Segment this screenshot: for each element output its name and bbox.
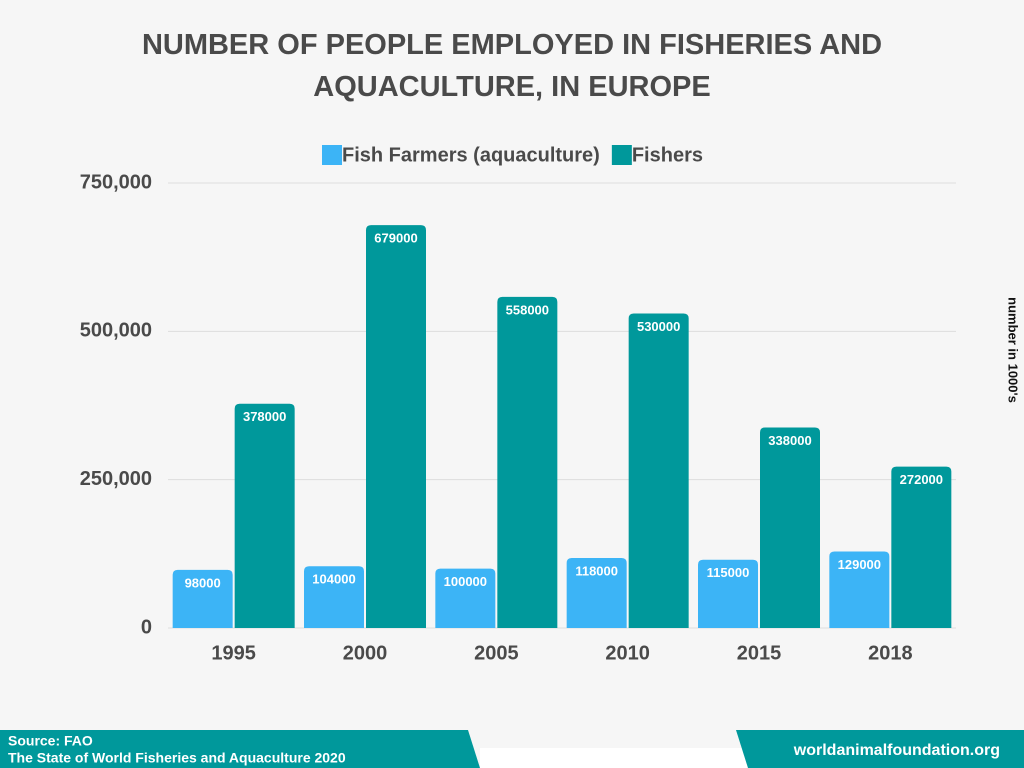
value-label: 530000 xyxy=(637,319,680,334)
bar xyxy=(234,403,295,628)
value-label: 115000 xyxy=(707,565,750,580)
bar xyxy=(566,557,627,628)
bar xyxy=(760,427,820,628)
value-label: 100000 xyxy=(444,574,487,589)
bar xyxy=(172,569,233,628)
footer-strip xyxy=(480,748,748,768)
value-label: 378000 xyxy=(243,409,286,424)
bar xyxy=(497,296,558,628)
y-axis-label: number in 1000's xyxy=(1006,297,1021,403)
bar xyxy=(698,559,758,628)
source-text: Source: FAO xyxy=(8,733,93,749)
bar xyxy=(304,566,364,628)
bar xyxy=(628,313,689,628)
legend-swatch xyxy=(322,145,342,165)
x-tick-label: 2005 xyxy=(474,642,519,664)
legend-swatch xyxy=(611,145,632,165)
footer-source-bg xyxy=(0,730,480,768)
website: worldanimalfoundation.org xyxy=(793,742,1000,759)
source-text: The State of World Fisheries and Aquacul… xyxy=(8,750,346,766)
y-tick-label: 0 xyxy=(141,616,152,638)
value-label: 98000 xyxy=(185,575,221,590)
bar xyxy=(891,466,952,628)
footer-website-bg xyxy=(736,730,1024,768)
x-tick-label: 2018 xyxy=(868,642,913,664)
x-tick-label: 2015 xyxy=(737,642,782,664)
legend-label: Fishers xyxy=(632,144,703,166)
value-label: 679000 xyxy=(374,231,417,246)
x-tick-label: 2000 xyxy=(343,642,388,664)
bar xyxy=(366,225,426,629)
bar xyxy=(829,551,890,628)
y-tick-label: 250,000 xyxy=(80,468,152,490)
value-label: 129000 xyxy=(838,557,881,572)
bar xyxy=(435,568,496,628)
y-tick-label: 750,000 xyxy=(80,171,152,193)
value-label: 272000 xyxy=(900,472,943,487)
value-label: 118000 xyxy=(575,563,618,578)
value-label: 558000 xyxy=(506,302,549,317)
value-label: 338000 xyxy=(768,433,811,448)
x-tick-label: 1995 xyxy=(211,642,256,664)
chart-title: NUMBER OF PEOPLE EMPLOYED IN FISHERIES A… xyxy=(141,29,883,103)
y-tick-label: 500,000 xyxy=(80,320,152,342)
legend-label: Fish Farmers (aquaculture) xyxy=(342,144,600,166)
x-tick-label: 2010 xyxy=(605,642,650,664)
value-label: 104000 xyxy=(312,572,355,587)
